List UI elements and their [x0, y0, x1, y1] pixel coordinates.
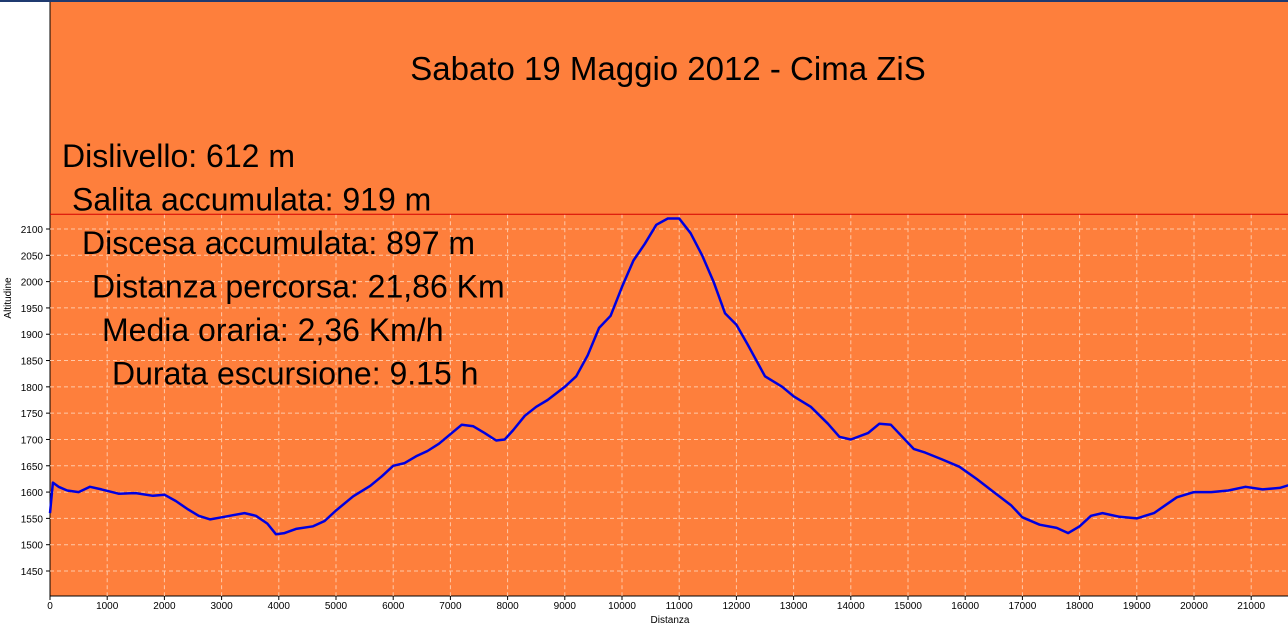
series-layer	[48, 217, 1288, 536]
x-tick-label: 6000	[382, 601, 405, 612]
x-tick-label: 3000	[210, 601, 233, 612]
y-tick-label: 2000	[21, 278, 44, 289]
x-tick-label: 13000	[780, 601, 808, 612]
stat-line: Salita accumulata: 919 m	[72, 182, 431, 218]
stats-block: Dislivello: 612 m Salita accumulata: 919 …	[62, 138, 505, 392]
x-tick-label: 10000	[608, 601, 636, 612]
axes-area	[0, 0, 1288, 597]
x-tick-label: 20000	[1180, 601, 1208, 612]
stat-line: Durata escursione: 9.15 h	[112, 356, 478, 392]
x-tick-label: 5000	[325, 601, 348, 612]
x-tick-label: 16000	[951, 601, 979, 612]
x-tick-label: 19000	[1123, 601, 1151, 612]
x-axis-title: Distanza	[651, 615, 690, 626]
y-tick-label: 1850	[21, 357, 44, 368]
y-tick-label: 2100	[21, 225, 44, 236]
x-tick-label: 15000	[894, 601, 922, 612]
stat-line: Media oraria: 2,36 Km/h	[102, 312, 444, 348]
x-tick-label: 4000	[268, 601, 291, 612]
y-tick-label: 1550	[21, 514, 44, 525]
y-axis-ticks: 1450 1500 1550 1600 1650 1700 1750 1800 1850 1900…	[21, 225, 50, 578]
x-tick-label: 2000	[153, 601, 176, 612]
x-tick-label: 18000	[1066, 601, 1094, 612]
x-tick-label: 0	[47, 601, 53, 612]
y-tick-label: 1900	[21, 330, 44, 341]
plot-background	[50, 2, 1288, 596]
stat-line: Dislivello: 612 m	[62, 138, 295, 174]
stat-line: Distanza percorsa: 21,86 Km	[92, 269, 505, 305]
x-tick-label: 11000	[666, 601, 694, 612]
y-axis-title: Altitudine	[3, 277, 14, 319]
y-tick-label: 1750	[21, 409, 44, 420]
x-tick-label: 17000	[1008, 601, 1036, 612]
y-tick-label: 1950	[21, 304, 44, 315]
y-tick-label: 1650	[21, 462, 44, 473]
y-tick-label: 1600	[21, 488, 44, 499]
top-border	[0, 0, 1288, 2]
x-tick-label: 21000	[1237, 601, 1265, 612]
elevation-line	[48, 217, 1288, 536]
y-tick-label: 2050	[21, 251, 44, 262]
grid	[50, 213, 1288, 596]
y-tick-label: 1500	[21, 541, 44, 552]
x-tick-label: 8000	[496, 601, 519, 612]
y-tick-label: 1450	[21, 567, 44, 578]
x-tick-label: 12000	[722, 601, 750, 612]
y-tick-label: 1700	[21, 435, 44, 446]
x-axis-ticks: 0 1000 2000 3000 4000 5000 6000 7000 8000 9000 100…	[47, 596, 1266, 612]
chart-title: Sabato 19 Maggio 2012 - Cima ZiS	[410, 50, 925, 87]
stat-line: Discesa accumulata: 897 m	[82, 225, 475, 261]
x-tick-label: 1000	[96, 601, 119, 612]
x-tick-label: 7000	[439, 601, 462, 612]
x-tick-label: 14000	[837, 601, 865, 612]
y-tick-label: 1800	[21, 383, 44, 394]
x-tick-label: 9000	[554, 601, 577, 612]
